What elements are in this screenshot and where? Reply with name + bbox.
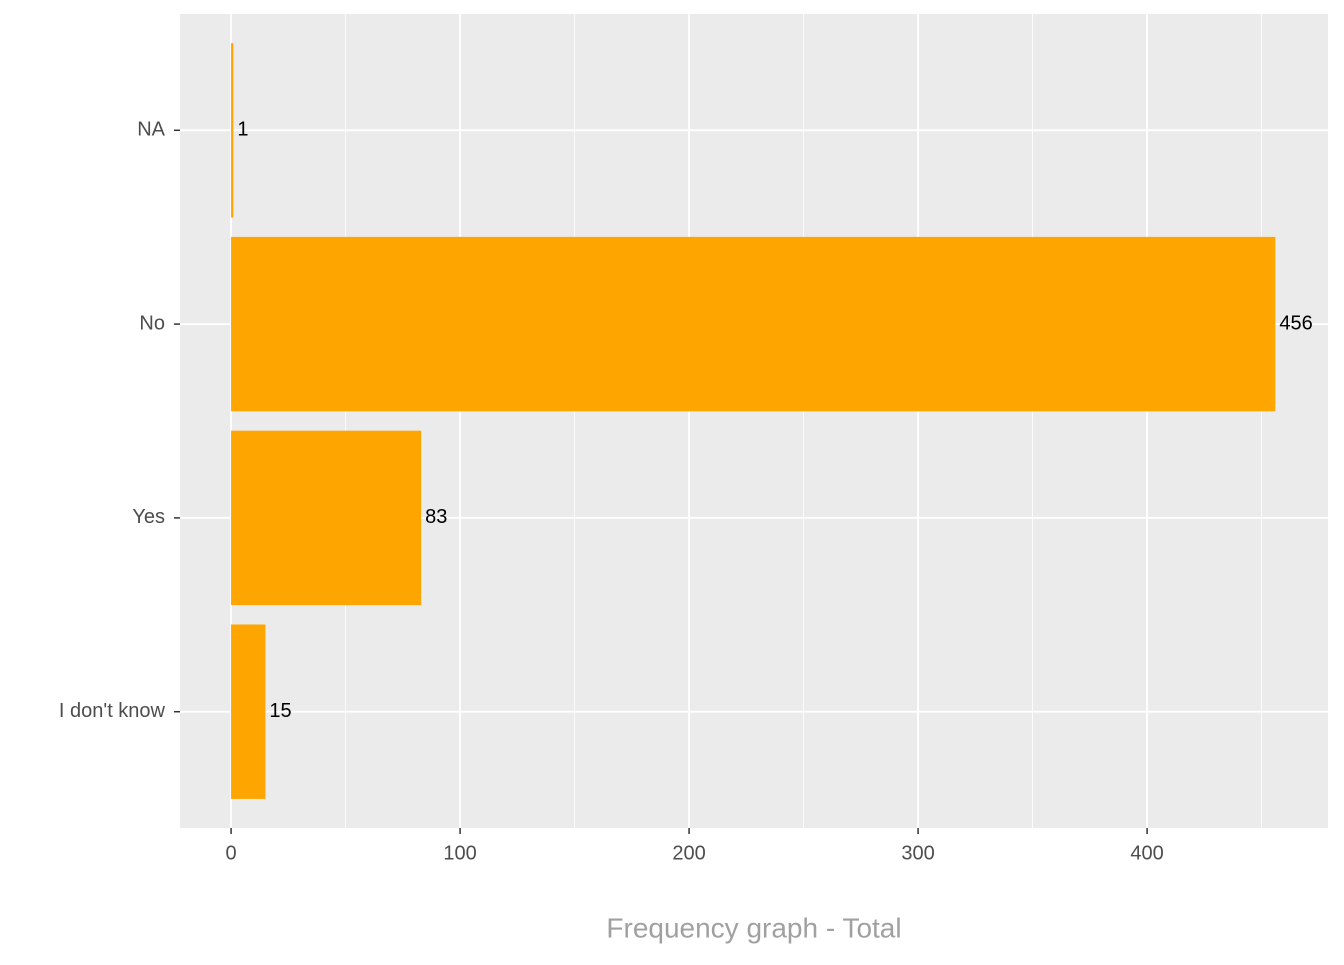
data-label: 1	[237, 119, 248, 141]
x-tick-label: 0	[226, 842, 237, 864]
x-tick-label: 200	[672, 842, 705, 864]
x-axis-title: Frequency graph - Total	[606, 912, 901, 943]
y-tick-label: No	[139, 312, 165, 334]
data-label: 456	[1279, 312, 1312, 334]
data-label: 15	[269, 700, 291, 722]
y-tick-label: Yes	[132, 506, 165, 528]
data-label: 83	[425, 506, 447, 528]
bar	[231, 236, 1276, 412]
bar	[231, 430, 422, 606]
plot-background	[180, 14, 1328, 828]
x-tick-label: 300	[901, 842, 934, 864]
bar	[231, 624, 266, 799]
x-tick-label: 100	[443, 842, 476, 864]
y-tick-label: NA	[137, 119, 165, 141]
x-tick-label: 400	[1130, 842, 1163, 864]
y-tick-label: I don't know	[59, 700, 166, 722]
bar	[231, 43, 234, 218]
